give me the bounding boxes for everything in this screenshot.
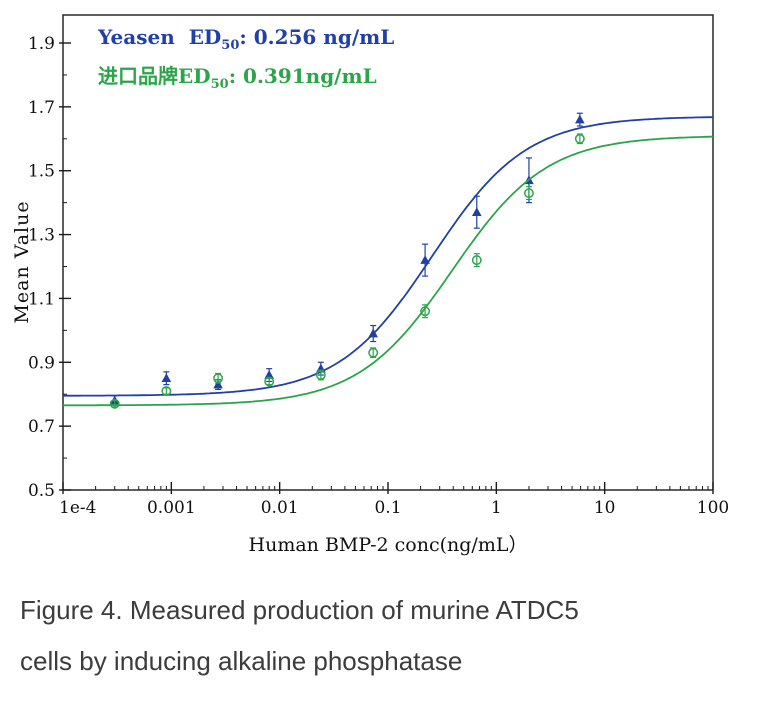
y-tick-label: 1.1 xyxy=(28,289,55,309)
y-tick-label: 0.9 xyxy=(28,353,55,373)
legend-ed-value: : 0.391ng/mL xyxy=(228,64,377,88)
caption-line-1: Figure 4. Measured production of murine … xyxy=(20,595,579,625)
plot-svg: 1e-4 0.001 0.01 0.1 1 10 100 0.5 0.7 0.9 1.1 1.3 1.5… xyxy=(28,14,729,518)
data-point-marker xyxy=(471,207,482,217)
legend-ed-subscript: 50 xyxy=(221,38,240,53)
legend-ed-subscript: 50 xyxy=(210,77,229,92)
x-tick-label: 0.1 xyxy=(374,498,401,518)
data-point-marker xyxy=(161,373,172,383)
data-point-marker xyxy=(420,306,431,317)
data-point-marker xyxy=(264,370,274,379)
legend-series-name: 进口品牌 xyxy=(98,64,178,88)
data-point-marker xyxy=(523,188,534,199)
legend-entry-yeasen: Yeasen ED50: 0.256 ng/mL xyxy=(98,22,394,61)
data-point-marker xyxy=(264,376,275,387)
data-point-marker xyxy=(109,398,120,409)
data-point-marker xyxy=(575,114,585,124)
fit-curve xyxy=(63,135,714,407)
x-tick-label: 10 xyxy=(594,498,616,518)
data-point-marker xyxy=(574,133,585,144)
y-tick-label: 0.5 xyxy=(28,481,55,501)
figure-caption: Figure 4. Measured production of murine … xyxy=(20,595,777,677)
x-tick-label: 1e-4 xyxy=(59,498,96,518)
data-point-marker xyxy=(213,379,223,389)
fit-curve xyxy=(63,116,714,397)
x-axis-title: Human BMP-2 conc(ng/mL） xyxy=(248,534,528,556)
caption-line-2: cells by inducing alkaline phosphatase xyxy=(20,646,463,677)
y-axis-title: Mean Value xyxy=(11,200,33,324)
y-tick-label: 1.9 xyxy=(28,34,55,54)
data-point-marker xyxy=(420,255,430,264)
data-point-marker xyxy=(315,370,326,381)
data-point-marker xyxy=(368,347,379,358)
y-tick-label: 1.7 xyxy=(28,98,55,118)
legend-ed-label: ED xyxy=(178,64,211,88)
x-tick-label: 0.01 xyxy=(261,498,299,518)
legend-entry-imported-brand: 进口品牌ED50: 0.391ng/mL xyxy=(98,61,394,100)
x-tick-label: 1 xyxy=(491,498,502,518)
data-point-marker xyxy=(213,373,224,384)
data-point-marker xyxy=(161,386,172,396)
legend-series-name: Yeasen xyxy=(98,25,175,49)
x-tick-label: 0.001 xyxy=(147,498,196,518)
x-tick-label: 100 xyxy=(697,498,729,518)
legend-ed-value: : 0.256 ng/mL xyxy=(239,25,395,49)
dose-response-chart: 1e-4 0.001 0.01 0.1 1 10 100 0.5 0.7 0.9 1.1 1.3 1.5… xyxy=(11,14,729,556)
y-tick-label: 0.7 xyxy=(28,417,55,437)
legend-ed-label: ED xyxy=(188,25,222,49)
chart-legend: Yeasen ED50: 0.256 ng/mL 进口品牌ED50: 0.391… xyxy=(98,22,394,100)
data-point-marker xyxy=(471,255,482,266)
y-tick-label: 1.3 xyxy=(28,226,55,246)
data-point-marker xyxy=(368,328,378,338)
y-tick-label: 1.5 xyxy=(28,162,55,182)
